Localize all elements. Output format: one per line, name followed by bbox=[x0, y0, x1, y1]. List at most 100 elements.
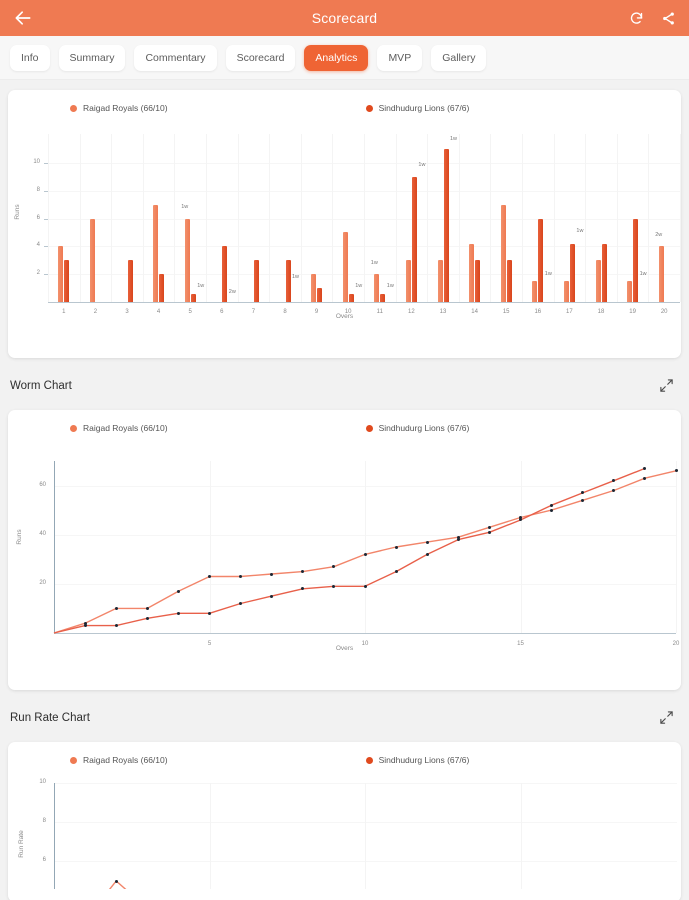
bar-team1-over-17[interactable] bbox=[563, 281, 569, 302]
bar-team1-over-18[interactable] bbox=[595, 260, 601, 302]
tab-scorecard[interactable]: Scorecard bbox=[225, 44, 296, 71]
worm-point-series-2[interactable] bbox=[363, 584, 367, 588]
run-rate-chart-title: Run Rate Chart bbox=[10, 712, 90, 724]
refresh-button[interactable] bbox=[627, 9, 645, 27]
gridline-horizontal bbox=[49, 162, 681, 164]
bar-team2-over-16[interactable] bbox=[538, 218, 544, 302]
bar-team1-over-15[interactable] bbox=[500, 204, 506, 302]
worm-point-series-1[interactable] bbox=[581, 498, 585, 502]
bar-team2-over-6[interactable] bbox=[222, 246, 228, 302]
bar-team1-over-5[interactable] bbox=[184, 218, 190, 302]
bar-team2-over-12[interactable] bbox=[411, 176, 417, 302]
worm-point-series-2[interactable] bbox=[208, 611, 211, 615]
worm-point-series-1[interactable] bbox=[239, 574, 243, 578]
bar-team2-over-14[interactable] bbox=[475, 260, 481, 302]
bar-team2-over-15[interactable] bbox=[506, 260, 512, 302]
bar-team2-over-17[interactable] bbox=[569, 243, 575, 302]
gridline-horizontal bbox=[49, 218, 681, 220]
manhattan-plot[interactable]: 2 4 6 8 10 1 2 3 4 5 6 7 8 9 10 11 12 13 14 15 16 17 18 19 20 1w 1… bbox=[8, 117, 681, 327]
worm-point-series-1[interactable] bbox=[612, 488, 616, 492]
worm-point-series-2[interactable] bbox=[145, 616, 149, 620]
bar-team2-over-13[interactable] bbox=[443, 148, 449, 302]
worm-point-series-1[interactable] bbox=[519, 516, 522, 519]
worm-point-series-1[interactable] bbox=[114, 606, 118, 610]
worm-point-series-2[interactable] bbox=[83, 624, 87, 628]
bar-team1-over-11[interactable] bbox=[374, 274, 380, 302]
back-button[interactable] bbox=[12, 7, 34, 29]
worm-point-series-2[interactable] bbox=[425, 552, 429, 556]
tab-commentary[interactable]: Commentary bbox=[134, 44, 217, 71]
worm-chart-expand-button[interactable] bbox=[659, 378, 675, 394]
bar-team2-over-19[interactable] bbox=[633, 218, 639, 302]
worm-point-series-1[interactable] bbox=[425, 540, 429, 544]
bar-team1-over-10[interactable] bbox=[342, 232, 348, 302]
worm-point-series-1[interactable] bbox=[145, 606, 149, 610]
worm-plot[interactable]: 20 40 60 5 10 15 20 Runs bbox=[8, 437, 681, 659]
bar-team2-over-10[interactable] bbox=[348, 293, 354, 302]
bar-team2-over-1[interactable] bbox=[64, 260, 70, 302]
bar-team1-over-20[interactable] bbox=[658, 246, 664, 302]
worm-point-series-2[interactable] bbox=[301, 587, 305, 591]
bar-team1-over-1[interactable] bbox=[58, 246, 64, 302]
share-button[interactable] bbox=[659, 9, 677, 27]
bar-team1-over-4[interactable] bbox=[153, 204, 159, 302]
worm-point-series-2[interactable] bbox=[519, 518, 522, 522]
tab-summary[interactable]: Summary bbox=[58, 44, 126, 71]
worm-point-series-1[interactable] bbox=[363, 552, 367, 556]
bar-team2-over-8[interactable] bbox=[285, 260, 291, 302]
worm-point-series-2[interactable] bbox=[176, 611, 180, 615]
worm-point-series-1[interactable] bbox=[550, 508, 554, 512]
run-rate-point-series-1[interactable] bbox=[114, 879, 118, 883]
worm-point-series-1[interactable] bbox=[643, 476, 647, 480]
worm-point-series-2[interactable] bbox=[239, 602, 243, 605]
bar-team2-over-5[interactable] bbox=[190, 293, 196, 302]
tab-analytics[interactable]: Analytics bbox=[304, 44, 369, 71]
tab-gallery[interactable]: Gallery bbox=[431, 44, 487, 71]
arrow-left-icon bbox=[15, 11, 31, 25]
run-rate-plot[interactable]: 10 8 6 Run Rate bbox=[8, 769, 681, 889]
bar-team2-over-7[interactable] bbox=[253, 260, 259, 302]
worm-point-series-1[interactable] bbox=[83, 621, 87, 625]
worm-point-series-1[interactable] bbox=[394, 545, 398, 549]
bar-team1-over-19[interactable] bbox=[627, 281, 633, 302]
worm-point-series-1[interactable] bbox=[270, 572, 274, 576]
app-bar-actions bbox=[627, 9, 677, 27]
worm-point-series-1[interactable] bbox=[208, 574, 211, 578]
bar-team1-over-9[interactable] bbox=[311, 274, 317, 302]
worm-point-series-2[interactable] bbox=[114, 624, 118, 628]
worm-point-series-1[interactable] bbox=[487, 525, 491, 529]
worm-point-series-2[interactable] bbox=[270, 594, 274, 598]
worm-point-series-1[interactable] bbox=[674, 469, 678, 473]
bar-team2-over-11[interactable] bbox=[380, 293, 386, 302]
worm-point-series-2[interactable] bbox=[456, 538, 460, 542]
worm-point-series-1[interactable] bbox=[301, 570, 305, 574]
bar-team1-over-16[interactable] bbox=[532, 281, 538, 302]
refresh-icon bbox=[630, 11, 642, 24]
worm-point-series-2[interactable] bbox=[581, 491, 585, 495]
bar-team2-over-9[interactable] bbox=[317, 288, 323, 302]
run-rate-chart-expand-button[interactable] bbox=[659, 710, 675, 726]
worm-point-series-2[interactable] bbox=[550, 503, 554, 507]
legend-item-team1: Raigad Royals (66/10) bbox=[70, 103, 168, 113]
bar-team2-over-3[interactable] bbox=[127, 260, 133, 302]
bar-team2-over-4[interactable] bbox=[159, 274, 165, 302]
worm-point-series-1[interactable] bbox=[456, 535, 460, 539]
bar-team2-over-18[interactable] bbox=[601, 243, 607, 302]
tab-info[interactable]: Info bbox=[10, 44, 50, 71]
wicket-label: 1w bbox=[370, 259, 378, 266]
worm-point-series-2[interactable] bbox=[612, 479, 616, 483]
bar-team1-over-14[interactable] bbox=[469, 243, 475, 302]
bar-team1-over-13[interactable] bbox=[437, 260, 443, 302]
gridline-vertical bbox=[48, 134, 49, 302]
worm-point-series-2[interactable] bbox=[394, 570, 398, 574]
worm-point-series-2[interactable] bbox=[487, 530, 491, 534]
worm-point-series-2[interactable] bbox=[643, 466, 647, 470]
worm-point-series-1[interactable] bbox=[332, 565, 336, 569]
tab-mvp[interactable]: MVP bbox=[377, 44, 423, 71]
gridline-vertical bbox=[676, 461, 677, 633]
worm-point-series-2[interactable] bbox=[332, 584, 336, 588]
worm-point-series-1[interactable] bbox=[176, 589, 180, 593]
bar-team1-over-2[interactable] bbox=[89, 218, 95, 302]
bar-team1-over-12[interactable] bbox=[405, 260, 411, 302]
gridline-vertical bbox=[522, 134, 523, 302]
